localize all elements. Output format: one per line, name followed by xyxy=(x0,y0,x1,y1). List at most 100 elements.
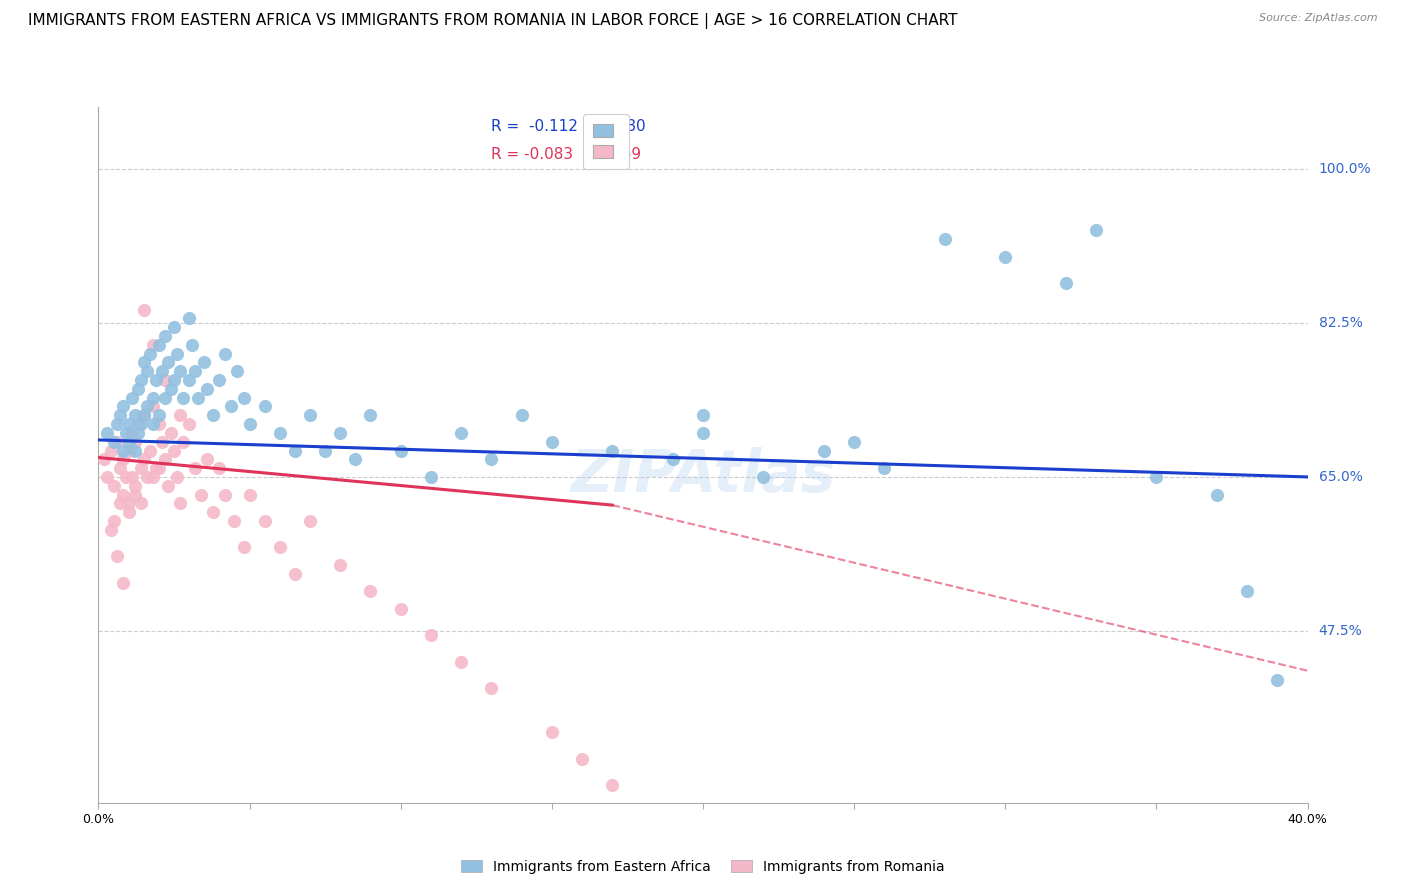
Point xyxy=(540,434,562,449)
Point xyxy=(202,505,225,519)
Point xyxy=(160,425,183,440)
Point xyxy=(124,479,146,493)
Point xyxy=(692,425,714,440)
Point xyxy=(193,355,215,369)
Text: 65.0%: 65.0% xyxy=(1319,470,1362,484)
Point xyxy=(184,461,207,475)
Point xyxy=(844,434,866,449)
Point xyxy=(121,391,143,405)
Point xyxy=(163,373,186,387)
Point xyxy=(329,558,352,572)
Point xyxy=(1206,487,1229,501)
Point xyxy=(105,434,128,449)
Point xyxy=(142,338,165,352)
Point xyxy=(118,505,141,519)
Point xyxy=(214,346,236,360)
Point xyxy=(1144,470,1167,484)
Point xyxy=(389,443,412,458)
Point xyxy=(360,409,382,423)
Point xyxy=(208,461,231,475)
Point xyxy=(389,602,412,616)
Point xyxy=(166,470,188,484)
Point xyxy=(934,232,956,246)
Point xyxy=(153,452,176,467)
Point xyxy=(172,434,194,449)
Point xyxy=(169,409,191,423)
Point xyxy=(873,461,896,475)
Point xyxy=(360,584,382,599)
Point xyxy=(314,443,336,458)
Point xyxy=(177,311,201,326)
Point xyxy=(96,425,118,440)
Point xyxy=(419,470,441,484)
Point xyxy=(127,425,149,440)
Point xyxy=(132,355,155,369)
Text: IMMIGRANTS FROM EASTERN AFRICA VS IMMIGRANTS FROM ROMANIA IN LABOR FORCE | AGE >: IMMIGRANTS FROM EASTERN AFRICA VS IMMIGR… xyxy=(28,13,957,29)
Point xyxy=(239,417,262,431)
Point xyxy=(124,409,146,423)
Point xyxy=(602,443,624,458)
Point xyxy=(177,373,201,387)
Text: 82.5%: 82.5% xyxy=(1319,316,1362,330)
Point xyxy=(142,417,165,431)
Point xyxy=(184,364,207,378)
Point xyxy=(150,434,173,449)
Point xyxy=(132,302,155,317)
Point xyxy=(163,320,186,334)
Point xyxy=(124,434,146,449)
Point xyxy=(127,417,149,431)
Point xyxy=(121,470,143,484)
Point xyxy=(114,470,136,484)
Point xyxy=(253,400,276,414)
Point xyxy=(177,417,201,431)
Point xyxy=(299,409,322,423)
Point xyxy=(118,443,141,458)
Point xyxy=(118,434,141,449)
Point xyxy=(1236,584,1258,599)
Point xyxy=(129,373,152,387)
Point xyxy=(135,400,157,414)
Point xyxy=(96,470,118,484)
Text: R =  -0.112   N = 80: R = -0.112 N = 80 xyxy=(492,119,645,134)
Point xyxy=(111,452,134,467)
Point xyxy=(214,487,236,501)
Point xyxy=(100,443,122,458)
Point xyxy=(142,391,165,405)
Point xyxy=(129,417,152,431)
Point xyxy=(450,655,472,669)
Text: ZIPAtlas: ZIPAtlas xyxy=(571,447,835,504)
Point xyxy=(118,496,141,510)
Point xyxy=(124,443,146,458)
Point xyxy=(344,452,367,467)
Point xyxy=(1085,223,1108,237)
Point xyxy=(571,752,593,766)
Point xyxy=(129,461,152,475)
Point xyxy=(752,470,775,484)
Point xyxy=(114,425,136,440)
Point xyxy=(239,487,262,501)
Point xyxy=(105,549,128,564)
Text: 47.5%: 47.5% xyxy=(1319,624,1362,638)
Point xyxy=(190,487,212,501)
Text: R = -0.083   N = 69: R = -0.083 N = 69 xyxy=(492,147,641,161)
Legend: , : , xyxy=(583,114,628,169)
Point xyxy=(111,443,134,458)
Point xyxy=(132,409,155,423)
Point xyxy=(994,250,1017,264)
Point xyxy=(253,514,276,528)
Point xyxy=(602,778,624,792)
Point xyxy=(284,566,307,581)
Point xyxy=(111,575,134,590)
Point xyxy=(148,338,170,352)
Point xyxy=(160,382,183,396)
Point xyxy=(163,443,186,458)
Point xyxy=(166,346,188,360)
Point xyxy=(661,452,683,467)
Legend: Immigrants from Eastern Africa, Immigrants from Romania: Immigrants from Eastern Africa, Immigran… xyxy=(454,853,952,880)
Point xyxy=(329,425,352,440)
Point xyxy=(139,443,162,458)
Point xyxy=(150,364,173,378)
Point xyxy=(118,417,141,431)
Point xyxy=(195,452,218,467)
Point xyxy=(172,391,194,405)
